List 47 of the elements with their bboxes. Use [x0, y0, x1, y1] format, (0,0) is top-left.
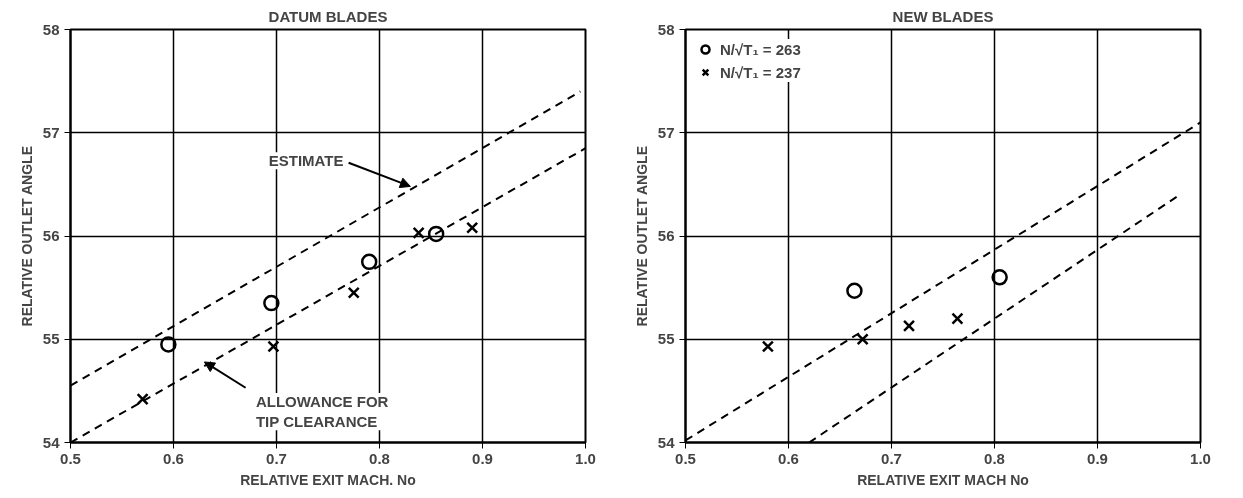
y-tick-label: 54: [657, 433, 676, 451]
point: [136, 392, 149, 406]
x-tick-label: 0.6: [163, 449, 184, 467]
y-tick-label: 54: [42, 433, 61, 451]
point: [846, 282, 863, 299]
x-tick-label: 0.5: [675, 449, 696, 467]
y-axis-title: RELATIVE OUTLET ANGLE: [633, 146, 650, 327]
point: [902, 319, 916, 333]
x-axis-title: RELATIVE EXIT MACH. No: [240, 471, 416, 488]
y-tick-label: 56: [657, 227, 675, 244]
x-tick-label: 0.6: [778, 449, 799, 467]
y-axis-title: RELATIVE OUTLET ANGLE: [18, 146, 35, 327]
y-tick-label: 55: [42, 330, 60, 348]
x-axis-title: RELATIVE EXIT MACH No: [857, 471, 1029, 488]
point: [427, 225, 445, 243]
y-tick-label: 58: [657, 20, 675, 38]
point: [856, 333, 869, 346]
y-tick-label: 57: [657, 123, 675, 141]
point: [263, 294, 280, 312]
chart-title: NEW BLADES: [892, 7, 994, 25]
legend-label: N/√T₁ = 263: [720, 40, 801, 58]
x-tick-label: 0.8: [369, 449, 390, 467]
x-tick-label: 0.7: [881, 449, 902, 467]
annotation: ALLOWANCE FOR TIP CLEARANCE: [255, 392, 389, 431]
point: [360, 253, 378, 271]
y-tick-label: 55: [657, 330, 675, 348]
annotation: ESTIMATE: [268, 152, 344, 170]
x-tick-label: 0.7: [266, 449, 287, 467]
x-tick-label: 0.5: [60, 449, 81, 467]
chart-title: DATUM BLADES: [268, 7, 388, 25]
legend-label: N/√T₁ = 237: [720, 63, 801, 81]
point: [347, 286, 360, 299]
point: [160, 336, 177, 353]
x-tick-label: 0.9: [472, 449, 493, 467]
x-tick-label: 1.0: [1190, 449, 1211, 467]
point: [951, 312, 964, 325]
y-tick-label: 58: [42, 20, 60, 38]
point: [267, 340, 280, 353]
y-tick-label: 57: [42, 123, 60, 141]
y-tick-label: 56: [42, 227, 60, 244]
x-tick-label: 0.9: [1087, 449, 1108, 467]
x-tick-label: 0.8: [984, 449, 1005, 467]
point: [991, 269, 1008, 286]
x-tick-label: 1.0: [575, 449, 596, 467]
point: [412, 226, 425, 240]
point: [466, 221, 479, 234]
point: [761, 340, 775, 353]
